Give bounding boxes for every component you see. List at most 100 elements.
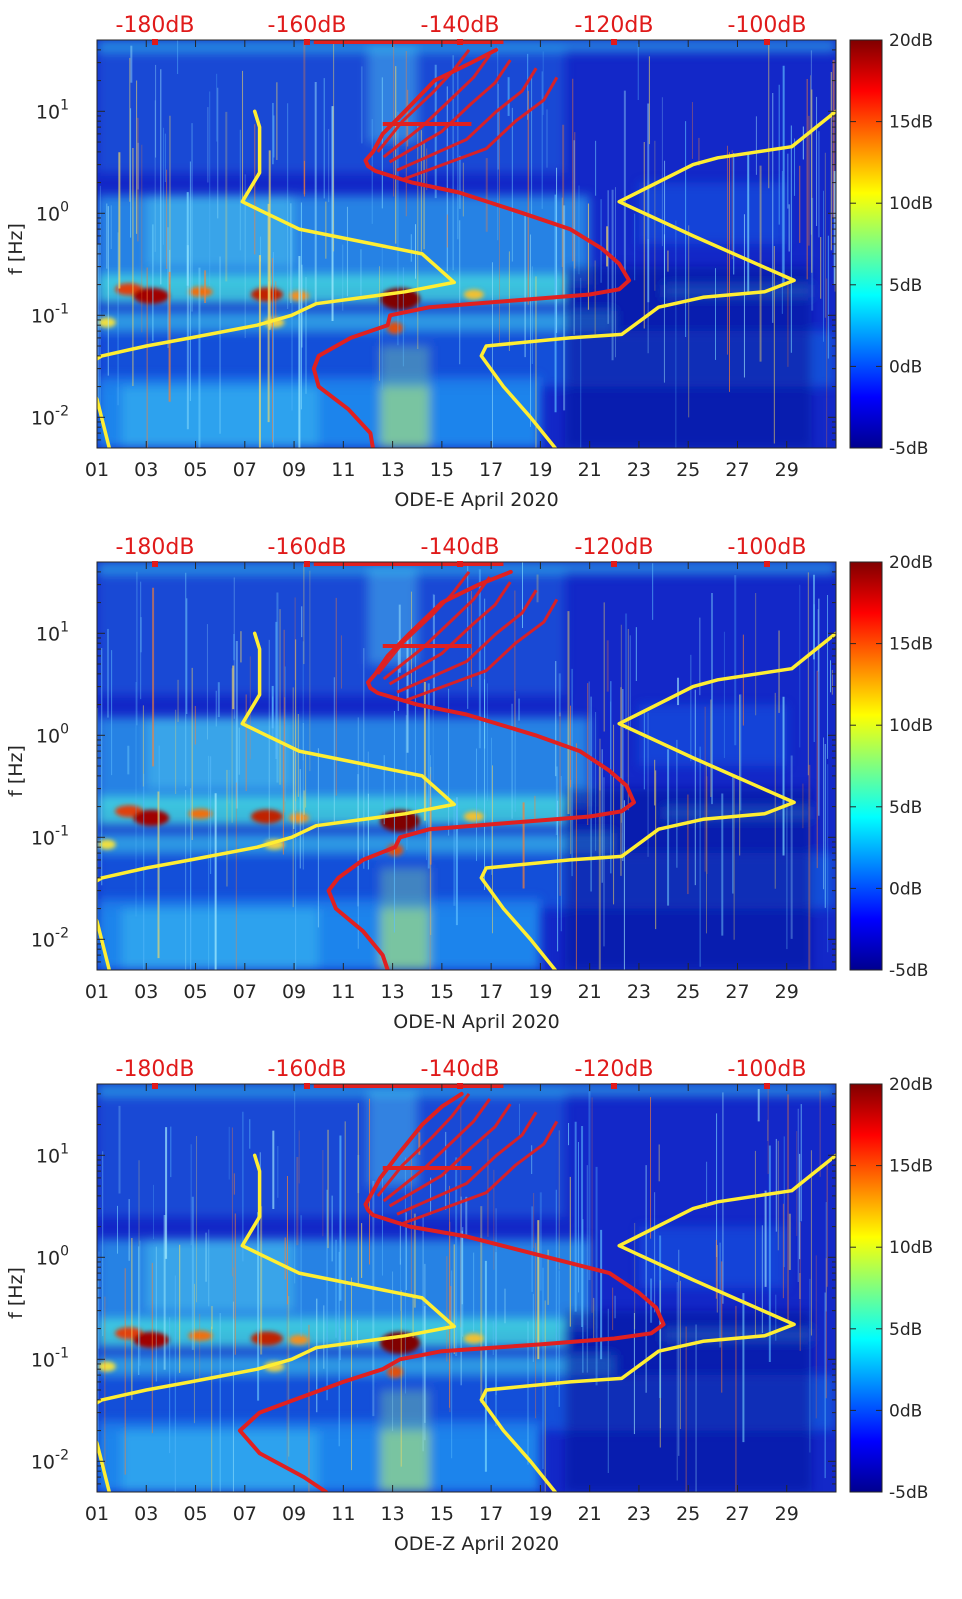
x-tick-label: 23 [627, 1503, 651, 1525]
red-model-spread [313, 1084, 559, 1225]
x-tick-label: 11 [331, 459, 355, 481]
x-tick-label: 15 [430, 1503, 454, 1525]
x-tick-label: 29 [775, 981, 799, 1003]
top-db-tick-label: -180dB [116, 535, 195, 560]
spectrogram-panel-1: 01 03 05 07 09 11 13 15 17 19 21 23 25 27 29 ODE-E Apri… [5, 13, 933, 511]
colorbar-tick-label: 10dB [889, 716, 933, 736]
colorbar-tick-label: -5dB [889, 439, 928, 459]
y-axis-label: f [Hz] [5, 1267, 27, 1319]
colorbar-tick-label: 15dB [889, 1157, 933, 1177]
top-db-tick-label: -140dB [421, 13, 500, 38]
yellow-model-curve-1 [97, 109, 456, 448]
x-tick-label: 11 [331, 981, 355, 1003]
x-tick-label: 19 [528, 1503, 552, 1525]
y-axis: 10-2 10-1 100 101 [31, 39, 836, 449]
x-tick-label: 03 [134, 1503, 158, 1525]
colorbar: 20dB 15dB 10dB 5dB 0dB -5dB [849, 553, 933, 981]
x-tick-label: 29 [775, 459, 799, 481]
x-tick-label: 05 [183, 459, 207, 481]
colorbar: 20dB 15dB 10dB 5dB 0dB -5dB [849, 1075, 933, 1503]
x-tick-label: 17 [479, 1503, 503, 1525]
x-tick-label: 21 [578, 981, 602, 1003]
x-tick-label: 29 [775, 1503, 799, 1525]
hot-spots [97, 283, 484, 335]
x-tick-label: 07 [233, 459, 257, 481]
x-tick-label: 07 [233, 1503, 257, 1525]
top-db-axis: -180dB -160dB -140dB -120dB -100dB [116, 535, 807, 567]
colorbar-tick-label: 15dB [889, 635, 933, 655]
spectrogram-plot-area [97, 40, 836, 448]
top-db-tick-label: -140dB [421, 535, 500, 560]
x-axis: 01 03 05 07 09 11 13 15 17 19 21 23 25 27 29 [85, 562, 799, 1003]
x-tick-label: 03 [134, 981, 158, 1003]
y-tick-label: 10-1 [31, 1345, 69, 1371]
colorbar-tick-label: 0dB [889, 357, 922, 377]
x-tick-label: 23 [627, 981, 651, 1003]
x-tick-label: 09 [282, 1503, 306, 1525]
x-tick-label: 19 [528, 459, 552, 481]
x-tick-label: 15 [430, 459, 454, 481]
energy-bands [97, 40, 836, 448]
y-tick-label: 101 [36, 1141, 69, 1167]
red-model-curve [311, 47, 632, 448]
colorbar-tick-label: 15dB [889, 113, 933, 133]
top-db-tick-label: -180dB [116, 13, 195, 38]
x-tick-label: 21 [578, 459, 602, 481]
y-tick-label: 10-2 [31, 403, 69, 429]
red-model-spread [313, 562, 559, 703]
y-axis-label: f [Hz] [5, 745, 27, 797]
colorbar-tick-label: 5dB [889, 276, 922, 296]
model-curves [97, 40, 836, 448]
colorbar-tick-label: 5dB [889, 1320, 922, 1340]
x-tick-label: 09 [282, 981, 306, 1003]
energy-bands [97, 562, 836, 970]
colorbar-tick-label: -5dB [889, 1483, 928, 1503]
x-tick-label: 09 [282, 459, 306, 481]
x-axis-label: ODE-E April 2020 [394, 489, 558, 511]
x-tick-label: 13 [381, 1503, 405, 1525]
top-db-tick-label: -100dB [728, 1057, 807, 1082]
y-axis: 10-2 10-1 100 101 [31, 561, 836, 971]
spectrogram-plot-area [97, 1084, 836, 1492]
model-curves [97, 1084, 836, 1492]
yellow-model-curve-2 [479, 1153, 836, 1492]
y-tick-label: 10-1 [31, 823, 69, 849]
x-tick-label: 27 [725, 981, 749, 1003]
colorbar-tick-label: -5dB [889, 961, 928, 981]
red-model-spread [313, 40, 559, 181]
x-tick-label: 21 [578, 1503, 602, 1525]
colorbar-tick-label: 10dB [889, 1238, 933, 1258]
top-db-tick-label: -160dB [268, 535, 347, 560]
x-tick-label: 25 [676, 1503, 700, 1525]
colorbar-tick-label: 20dB [889, 1075, 933, 1095]
x-tick-label: 05 [183, 1503, 207, 1525]
x-tick-label: 25 [676, 981, 700, 1003]
top-db-tick-label: -180dB [116, 1057, 195, 1082]
y-tick-label: 10-2 [31, 925, 69, 951]
red-model-curve [237, 1091, 666, 1492]
colorbar: 20dB 15dB 10dB 5dB 0dB -5dB [849, 31, 933, 459]
top-db-tick-label: -100dB [728, 13, 807, 38]
hot-spots [97, 805, 484, 857]
x-tick-label: 01 [85, 1503, 109, 1525]
x-tick-label: 17 [479, 981, 503, 1003]
yellow-model-curve-1 [97, 1153, 456, 1492]
y-tick-label: 100 [36, 1243, 69, 1269]
x-tick-label: 03 [134, 459, 158, 481]
x-tick-label: 23 [627, 459, 651, 481]
top-db-tick-label: -160dB [268, 1057, 347, 1082]
model-curves [97, 562, 836, 970]
top-db-tick-label: -100dB [728, 535, 807, 560]
colorbar-tick-label: 0dB [889, 1401, 922, 1421]
x-tick-label: 27 [725, 1503, 749, 1525]
spectrogram-panel-3: 01 03 05 07 09 11 13 15 17 19 21 23 25 27 29 ODE-Z Apri… [5, 1057, 933, 1555]
x-axis: 01 03 05 07 09 11 13 15 17 19 21 23 25 27 29 [85, 1084, 799, 1525]
colorbar-tick-label: 10dB [889, 194, 933, 214]
yellow-model-curve-2 [479, 631, 836, 970]
x-axis-label: ODE-N April 2020 [393, 1011, 560, 1033]
x-tick-label: 11 [331, 1503, 355, 1525]
x-tick-label: 15 [430, 981, 454, 1003]
x-tick-label: 27 [725, 459, 749, 481]
y-tick-label: 10-1 [31, 301, 69, 327]
